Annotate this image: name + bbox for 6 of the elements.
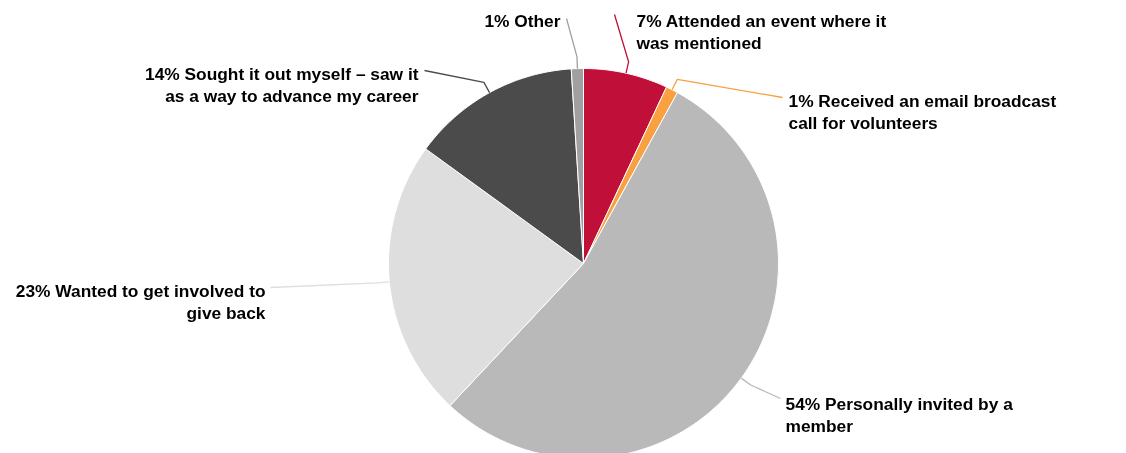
slice-label: 14% Sought it out myself – saw it as a way to advance my career <box>145 63 419 106</box>
slice-label: 7% Attended an event where it was mentioned <box>635 10 887 53</box>
slice-label: 23% Wanted to get involved to give back <box>15 280 266 323</box>
slice-label: 1% Received an email broadcast call for volunteers <box>788 90 1057 133</box>
slice-label: 1% Other <box>484 10 561 31</box>
slice-label: 54% Personally invited by a member <box>785 393 1014 436</box>
